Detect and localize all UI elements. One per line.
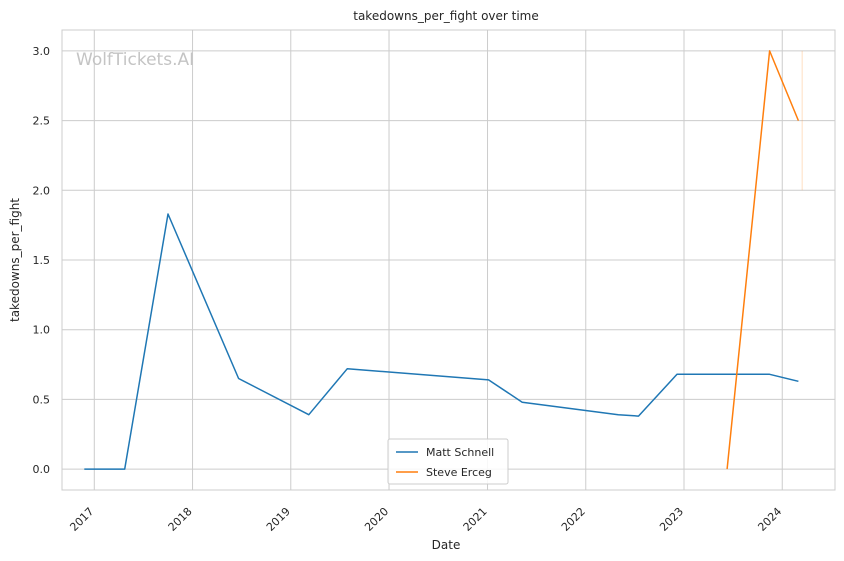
x-tick-label: 2020: [362, 505, 391, 534]
legend-label-steve-erceg: Steve Erceg: [426, 466, 492, 479]
x-tick-label: 2021: [461, 505, 490, 534]
x-tick-label: 2022: [559, 505, 588, 534]
watermark-text: WolfTickets.AI: [76, 50, 194, 70]
series-line-matt-schnell: [84, 213, 799, 470]
x-axis-title: Date: [432, 538, 461, 552]
chart-title: takedowns_per_fight over time: [353, 9, 539, 23]
x-tick-label: 2018: [166, 505, 195, 534]
legend-label-matt-schnell: Matt Schnell: [426, 446, 494, 459]
x-axis-ticks: 2017 2018 2019 2020 2021 2022 2023 2024: [67, 505, 784, 534]
y-axis-ticks: 0.0 0.5 1.0 1.5 2.0 2.5 3.0: [33, 45, 51, 476]
y-tick-label: 1.0: [33, 324, 51, 337]
series-line-steve-erceg: [726, 50, 800, 470]
x-tick-label: 2023: [657, 505, 686, 534]
y-tick-label: 2.0: [33, 184, 51, 197]
series-lines: [84, 50, 800, 470]
y-axis-title: takedowns_per_fight: [8, 198, 22, 322]
x-tick-label: 2017: [67, 505, 96, 534]
y-tick-label: 1.5: [33, 254, 51, 267]
x-tick-label: 2019: [264, 505, 293, 534]
y-tick-label: 0.0: [33, 463, 51, 476]
y-tick-label: 3.0: [33, 45, 51, 58]
y-tick-label: 0.5: [33, 393, 51, 406]
x-tick-label: 2024: [755, 505, 784, 534]
legend: Matt Schnell Steve Erceg: [387, 438, 509, 485]
y-tick-label: 2.5: [33, 115, 51, 128]
